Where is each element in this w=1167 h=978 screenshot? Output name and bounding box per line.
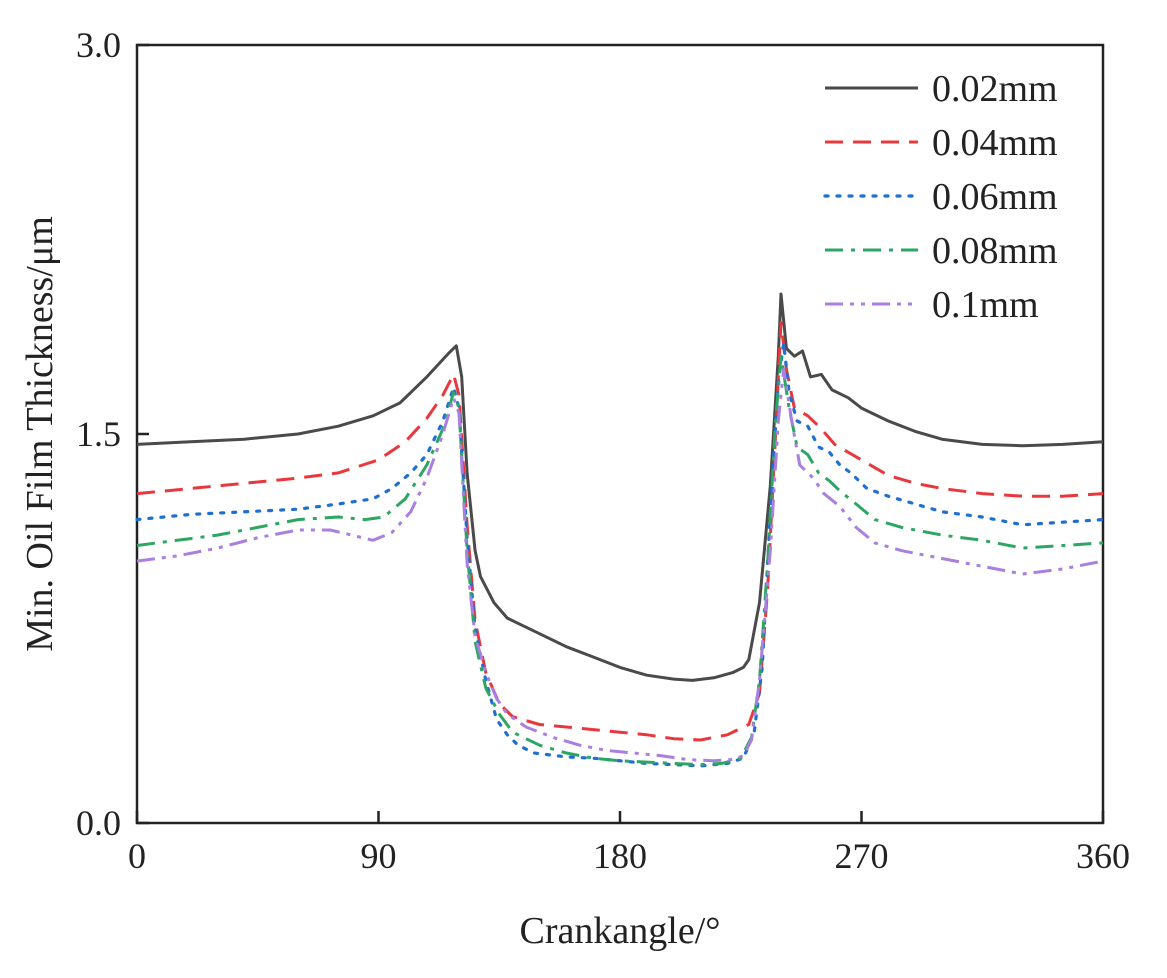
legend-label: 0.04mm (932, 122, 1058, 164)
x-tick-label: 270 (835, 836, 889, 876)
legend-label: 0.1mm (932, 284, 1039, 326)
x-tick-label: 180 (593, 836, 647, 876)
series-lines (135, 292, 1105, 768)
x-tick-label: 90 (361, 836, 397, 876)
series-line-0-1mm (136, 367, 1104, 763)
x-tick-label: 0 (128, 836, 146, 876)
y-tick-label: 3.0 (76, 25, 121, 65)
x-axis: 0 90 180 270 360 (128, 811, 1130, 876)
series-line-0-04mm (136, 321, 1104, 742)
y-axis-label: Min. Oil Film Thickness/μm (19, 216, 61, 652)
series-line-0-02mm (136, 292, 1104, 682)
legend-label: 0.06mm (932, 176, 1058, 218)
y-tick-label: 1.5 (76, 414, 121, 454)
legend-label: 0.08mm (932, 230, 1058, 272)
legend-label: 0.02mm (932, 68, 1058, 110)
legend: 0.02mm 0.04mm 0.06mm 0.08mm 0.1mm (823, 68, 1058, 326)
y-tick-label: 0.0 (76, 803, 121, 843)
series-line-0-08mm (136, 354, 1104, 767)
y-axis: 0.0 1.5 3.0 (76, 25, 149, 843)
x-tick-label: 360 (1076, 836, 1130, 876)
x-axis-label: Crankangle/° (520, 910, 721, 952)
series-line-0-06mm (135, 341, 1105, 768)
